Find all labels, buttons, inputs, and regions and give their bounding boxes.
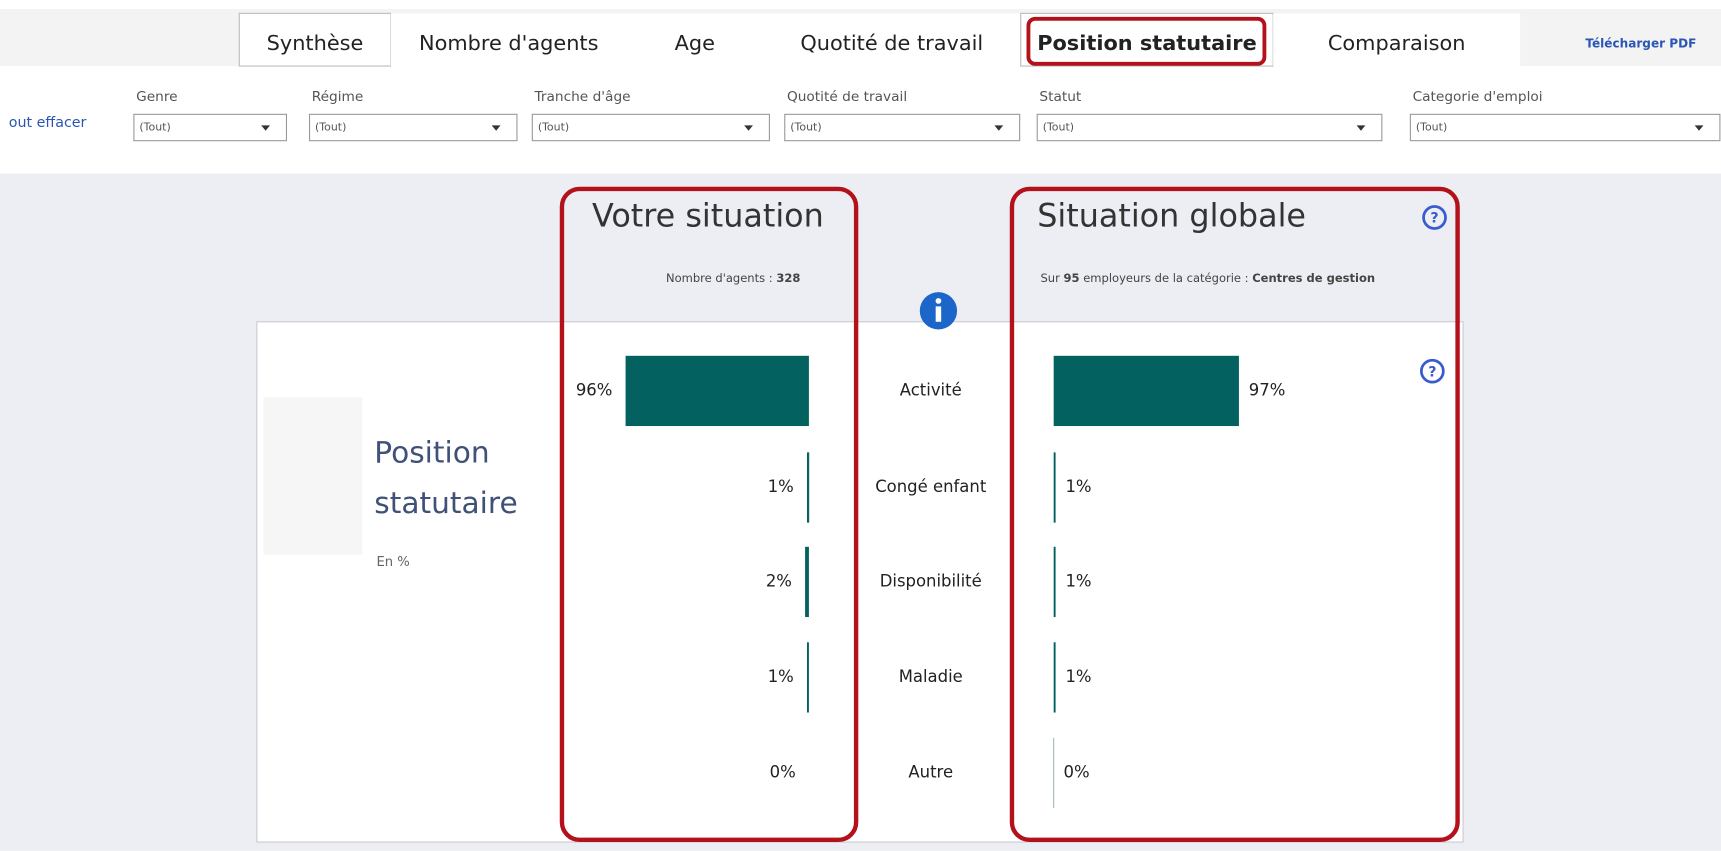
filter-label: Categorie d'emploi (1413, 89, 1543, 105)
dropdown[interactable] (133, 113, 288, 142)
value-label: 2% (766, 571, 792, 590)
value-label: 1% (1065, 571, 1091, 590)
filter-label: Statut (1039, 89, 1082, 105)
tab[interactable] (1273, 13, 1521, 67)
category-label: Disponibilité (880, 571, 982, 590)
value-label: 1% (1065, 477, 1091, 496)
dropdown[interactable] (531, 113, 770, 142)
tab-label[interactable]: Quotité de travail (800, 31, 983, 55)
info-icon[interactable] (919, 292, 958, 330)
dropdown-value: (Tout) (139, 121, 170, 134)
svg-text:?: ? (1428, 364, 1436, 380)
tab[interactable] (390, 13, 627, 67)
butterfly-chart: Activité 96% 97% Congé enfant 1% 1% Disponibil… (576, 355, 1286, 809)
tab-label[interactable]: Position statutaire (1037, 31, 1257, 55)
panel-title: Position statutaire (374, 435, 518, 521)
note-category: Centres de gestion (1252, 270, 1375, 284)
tab[interactable] (626, 13, 763, 67)
dropdown[interactable] (1036, 113, 1383, 142)
tab-label[interactable]: Synthèse (267, 31, 364, 55)
panel-title-box: Position statutaire (374, 435, 518, 521)
tab-label[interactable]: Age (675, 31, 715, 55)
panel-unit: En % (376, 555, 409, 570)
highlight-box (559, 186, 859, 843)
filter-label: Genre (136, 89, 178, 105)
filter-label: Quotité de travail (787, 89, 907, 105)
dropdown-value: (Tout) (315, 121, 346, 134)
dropdown-arrow (994, 125, 1004, 131)
dropdown-arrow (744, 125, 753, 131)
value-label: 1% (1065, 667, 1091, 686)
category-label: Congé enfant (875, 477, 987, 496)
bar (1053, 642, 1056, 713)
highlight-box (1026, 16, 1267, 66)
right-note: Sur 95 employeurs de la catégorie : Cent… (1041, 270, 1376, 284)
clear-link[interactable]: out effacer (9, 115, 87, 131)
left-title: Votre situation (592, 197, 824, 235)
highlight-box (1009, 186, 1460, 843)
filter-bar: Genre (Tout) Régime (Tout) Tranche d'âge (Tou… (133, 89, 1721, 142)
value-label: 97% (1249, 380, 1286, 399)
dropdown-value: (Tout) (1043, 121, 1074, 134)
bar (807, 642, 809, 713)
tab[interactable] (762, 13, 1021, 67)
value-label: 0% (770, 762, 796, 781)
note-count: 328 (776, 270, 800, 284)
category-label: Autre (908, 762, 953, 781)
bar (805, 546, 809, 618)
value-label: 1% (768, 667, 794, 686)
note-label: Nombre d'agents : (666, 270, 773, 284)
dropdown-value: (Tout) (538, 121, 569, 134)
note-prefix: Sur (1041, 270, 1061, 284)
bar (1053, 452, 1056, 523)
dropdown[interactable] (1409, 113, 1721, 142)
bar (807, 452, 809, 523)
value-label: 1% (768, 477, 794, 496)
tab-bar: Synthèse Nombre d'agents Age Quotité de tra… (238, 12, 1521, 67)
bar (625, 355, 809, 427)
panel-icon-area (263, 397, 363, 555)
dropdown-arrow (1356, 125, 1366, 131)
dropdown[interactable] (308, 113, 518, 142)
help-icon[interactable]: ? (1422, 205, 1447, 230)
tab[interactable] (238, 12, 392, 67)
svg-text:?: ? (1430, 211, 1438, 227)
dropdown[interactable] (784, 113, 1021, 142)
dropdown-value: (Tout) (1416, 121, 1447, 134)
download-link[interactable]: Télécharger PDF (1585, 37, 1696, 51)
dropdown-arrow (261, 125, 271, 131)
chart-panel (256, 321, 1464, 843)
tab-label[interactable]: Nombre d'agents (419, 31, 598, 55)
filter-label: Régime (312, 89, 364, 105)
left-note: Nombre d'agents : 328 (666, 270, 800, 284)
dropdown-value: (Tout) (790, 121, 821, 134)
category-label: Activité (900, 380, 962, 399)
value-label: 0% (1064, 762, 1090, 781)
bar (1053, 355, 1239, 427)
value-label: 96% (576, 380, 613, 399)
help-icon[interactable]: ? (1419, 358, 1445, 384)
category-label: Maladie (899, 667, 963, 686)
bar (1053, 546, 1056, 618)
right-title: Situation globale (1037, 197, 1306, 235)
dropdown-arrow (1694, 125, 1704, 131)
dropdown-arrow (491, 125, 501, 131)
note-count: 95 (1064, 270, 1080, 284)
tab-label[interactable]: Comparaison (1328, 31, 1466, 55)
note-middle: employeurs de la catégorie : (1083, 270, 1248, 284)
filter-label: Tranche d'âge (534, 89, 631, 105)
